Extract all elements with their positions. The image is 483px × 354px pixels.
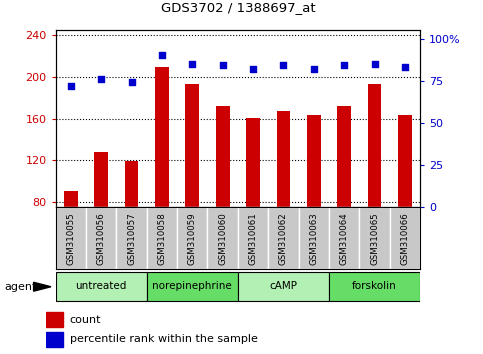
FancyBboxPatch shape bbox=[238, 273, 329, 301]
FancyBboxPatch shape bbox=[329, 207, 359, 269]
Text: GSM310061: GSM310061 bbox=[249, 212, 257, 265]
Point bbox=[188, 61, 196, 67]
Bar bbox=[46, 313, 63, 327]
FancyBboxPatch shape bbox=[56, 273, 147, 301]
Bar bbox=[125, 161, 138, 285]
Point bbox=[249, 66, 257, 72]
Bar bbox=[46, 332, 63, 347]
Text: forskolin: forskolin bbox=[352, 281, 397, 291]
FancyBboxPatch shape bbox=[268, 207, 298, 269]
Text: GSM310065: GSM310065 bbox=[370, 212, 379, 265]
FancyBboxPatch shape bbox=[390, 207, 420, 269]
Bar bbox=[185, 84, 199, 285]
Point bbox=[310, 66, 318, 72]
Point bbox=[280, 63, 287, 68]
Point bbox=[67, 83, 74, 88]
FancyBboxPatch shape bbox=[116, 207, 147, 269]
Text: untreated: untreated bbox=[75, 281, 127, 291]
Bar bbox=[368, 84, 382, 285]
Text: GSM310059: GSM310059 bbox=[188, 212, 197, 265]
FancyBboxPatch shape bbox=[238, 207, 268, 269]
Text: cAMP: cAMP bbox=[270, 281, 298, 291]
Bar bbox=[398, 115, 412, 285]
Point bbox=[97, 76, 105, 82]
Bar bbox=[94, 152, 108, 285]
Text: GSM310055: GSM310055 bbox=[66, 212, 75, 265]
Point bbox=[128, 80, 135, 85]
Point bbox=[219, 63, 227, 68]
Text: GSM310063: GSM310063 bbox=[309, 212, 318, 265]
FancyBboxPatch shape bbox=[177, 207, 208, 269]
Text: GDS3702 / 1388697_at: GDS3702 / 1388697_at bbox=[160, 1, 315, 14]
Bar bbox=[155, 67, 169, 285]
Point bbox=[371, 61, 379, 67]
FancyBboxPatch shape bbox=[359, 207, 390, 269]
Bar bbox=[307, 115, 321, 285]
Text: percentile rank within the sample: percentile rank within the sample bbox=[70, 334, 257, 344]
Text: GSM310060: GSM310060 bbox=[218, 212, 227, 265]
Text: GSM310056: GSM310056 bbox=[97, 212, 106, 265]
Bar bbox=[246, 118, 260, 285]
Text: agent: agent bbox=[5, 282, 37, 292]
FancyBboxPatch shape bbox=[86, 207, 116, 269]
Bar bbox=[277, 111, 290, 285]
Text: GSM310064: GSM310064 bbox=[340, 212, 349, 265]
Bar bbox=[216, 106, 229, 285]
Text: norepinephrine: norepinephrine bbox=[153, 281, 232, 291]
FancyBboxPatch shape bbox=[147, 207, 177, 269]
FancyBboxPatch shape bbox=[147, 273, 238, 301]
FancyBboxPatch shape bbox=[329, 273, 420, 301]
Point bbox=[401, 64, 409, 70]
Bar bbox=[64, 192, 78, 285]
Text: GSM310062: GSM310062 bbox=[279, 212, 288, 265]
Text: GSM310058: GSM310058 bbox=[157, 212, 167, 265]
Text: GSM310057: GSM310057 bbox=[127, 212, 136, 265]
Polygon shape bbox=[34, 282, 51, 291]
Point bbox=[158, 52, 166, 58]
FancyBboxPatch shape bbox=[208, 207, 238, 269]
Text: count: count bbox=[70, 315, 101, 325]
Text: GSM310066: GSM310066 bbox=[400, 212, 410, 265]
FancyBboxPatch shape bbox=[298, 207, 329, 269]
Bar bbox=[338, 106, 351, 285]
Point bbox=[341, 63, 348, 68]
FancyBboxPatch shape bbox=[56, 207, 86, 269]
